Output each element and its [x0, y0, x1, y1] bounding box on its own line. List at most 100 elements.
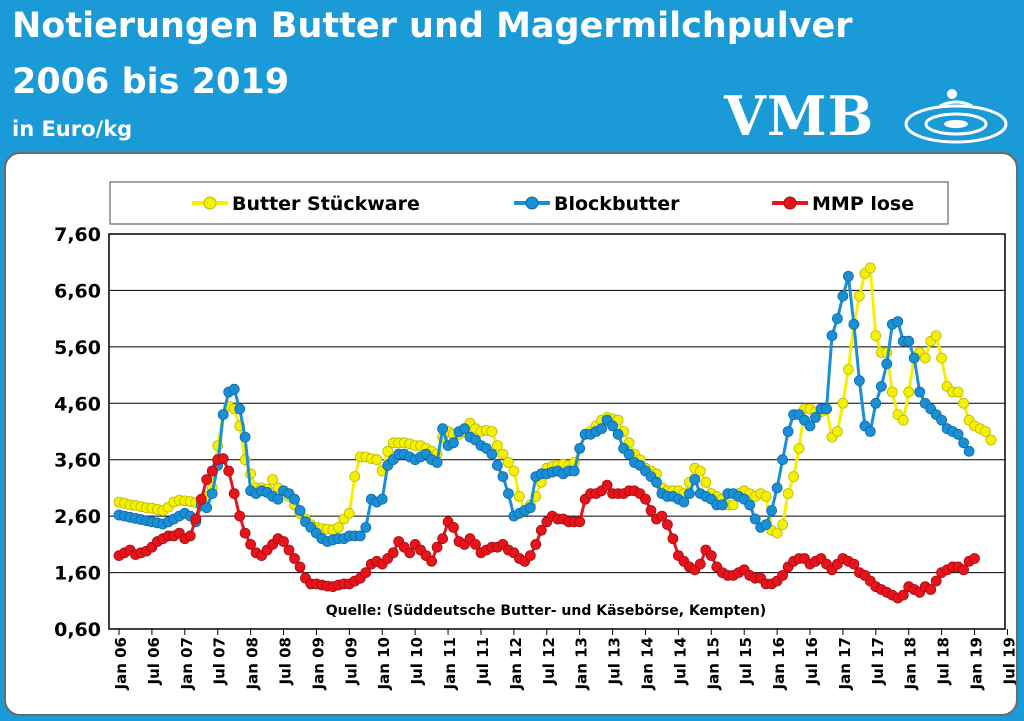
x-tick-label: Jan 16: [770, 637, 788, 690]
data-point-blockbutter: [206, 488, 218, 500]
data-point-blockbutter: [810, 411, 821, 423]
legend-mmp-marker: [783, 196, 797, 210]
data-point-mmp-lose: [777, 569, 788, 581]
x-tick-label: Jan 19: [968, 637, 986, 690]
data-point-blockbutter: [749, 513, 761, 525]
data-point-mmp-lose: [404, 547, 416, 559]
series-blockbutter: [113, 270, 975, 547]
data-point-butter-st-ckware: [958, 397, 969, 409]
page-subtitle: 2006 bis 2019: [12, 62, 290, 102]
y-tick-label: 2,60: [54, 506, 101, 528]
data-point-blockbutter: [870, 397, 882, 409]
legend-block-label: Blockbutter: [554, 193, 680, 215]
x-tick-label: Jan 08: [244, 637, 262, 690]
data-point-butter-st-ckware: [700, 476, 712, 488]
data-point-butter-st-ckware: [985, 434, 997, 446]
data-point-blockbutter: [201, 502, 213, 514]
x-tick-label: Jan 18: [902, 637, 920, 690]
x-tick-label: Jan 13: [573, 637, 591, 690]
x-tick-label: Jul 07: [211, 637, 229, 686]
data-point-blockbutter: [848, 318, 860, 330]
data-point-mmp-lose: [294, 561, 306, 573]
data-point-mmp-lose: [223, 465, 235, 477]
data-point-blockbutter: [826, 330, 838, 342]
data-point-mmp-lose: [470, 538, 481, 550]
data-point-butter-st-ckware: [497, 448, 509, 460]
x-tick-label: Jul 13: [606, 637, 624, 686]
data-point-mmp-lose: [705, 550, 717, 562]
data-point-butter-st-ckware: [771, 527, 783, 539]
data-point-butter-st-ckware: [760, 490, 772, 502]
y-tick-label: 5,60: [54, 337, 101, 359]
x-tick-label: Jul 19: [1000, 637, 1016, 686]
data-point-mmp-lose: [206, 465, 218, 477]
data-point-blockbutter: [716, 499, 728, 511]
data-point-mmp-lose: [387, 547, 399, 559]
data-point-blockbutter: [903, 335, 915, 347]
data-point-blockbutter: [875, 380, 887, 392]
x-tick-label: Jul 08: [277, 637, 295, 686]
data-point-blockbutter: [289, 493, 300, 505]
data-point-butter-st-ckware: [854, 290, 865, 302]
y-tick-label: 6,60: [54, 280, 101, 302]
data-point-mmp-lose: [930, 575, 942, 587]
data-point-mmp-lose: [897, 589, 909, 601]
y-tick-label: 0,60: [54, 619, 101, 641]
data-point-blockbutter: [228, 383, 240, 395]
y-tick-label: 1,60: [54, 563, 101, 585]
data-point-blockbutter: [744, 499, 756, 511]
data-point-blockbutter: [491, 459, 503, 471]
data-point-blockbutter: [376, 493, 388, 505]
x-tick-label: Jan 17: [836, 637, 854, 690]
data-point-butter-st-ckware: [382, 445, 394, 457]
page-title: Notierungen Butter und Magermilchpulver: [12, 6, 853, 46]
data-point-mmp-lose: [656, 510, 668, 522]
x-tick-label: Jan 07: [178, 637, 196, 690]
data-point-mmp-lose: [234, 510, 246, 522]
data-point-blockbutter: [936, 414, 947, 426]
data-point-mmp-lose: [667, 533, 679, 545]
data-point-mmp-lose: [184, 530, 196, 542]
data-point-butter-st-ckware: [491, 440, 503, 452]
data-point-mmp-lose: [694, 558, 706, 570]
data-point-butter-st-ckware: [837, 397, 849, 409]
vmb-logo: VMB: [724, 84, 1014, 148]
data-point-butter-st-ckware: [870, 330, 882, 342]
data-point-blockbutter: [497, 471, 509, 483]
data-point-blockbutter: [881, 358, 893, 370]
data-point-mmp-lose: [239, 527, 251, 539]
data-point-blockbutter: [623, 448, 635, 460]
data-point-blockbutter: [760, 519, 772, 531]
y-tick-label: 3,60: [54, 450, 101, 472]
data-point-mmp-lose: [228, 488, 240, 500]
data-point-blockbutter: [502, 488, 514, 500]
data-point-butter-st-ckware: [980, 426, 991, 437]
data-point-blockbutter: [843, 270, 854, 282]
data-point-blockbutter: [782, 426, 794, 437]
data-point-butter-st-ckware: [777, 519, 788, 531]
data-point-blockbutter: [689, 474, 701, 485]
data-point-blockbutter: [864, 426, 876, 437]
data-point-blockbutter: [217, 409, 229, 421]
data-point-mmp-lose: [217, 453, 229, 465]
x-tick-label: Jul 18: [935, 637, 953, 686]
data-point-butter-st-ckware: [788, 471, 799, 483]
data-point-butter-st-ckware: [267, 474, 279, 485]
line-chart: 7,606,605,604,603,602,601,600,60 Jan 06 J…: [54, 181, 1016, 690]
x-tick-label: Jul 14: [671, 637, 689, 686]
data-point-blockbutter: [574, 442, 586, 454]
data-point-butter-st-ckware: [371, 454, 383, 466]
data-point-mmp-lose: [530, 538, 542, 550]
data-point-mmp-lose: [662, 519, 673, 531]
data-point-mmp-lose: [278, 536, 289, 547]
y-tick-label: 7,60: [54, 224, 101, 246]
data-point-blockbutter: [963, 445, 975, 457]
data-point-blockbutter: [684, 488, 695, 500]
data-point-butter-st-ckware: [349, 471, 361, 483]
x-axis: Jan 06 Jul 06 Jan 07 Jul 07 Jan 08 Jul 08 Jan …: [112, 629, 1016, 690]
x-tick-label: Jul 06: [145, 637, 163, 686]
x-tick-label: Jul 15: [737, 637, 755, 686]
data-point-butter-st-ckware: [936, 352, 947, 364]
legend-block-marker: [525, 196, 539, 210]
data-point-butter-st-ckware: [793, 442, 805, 454]
